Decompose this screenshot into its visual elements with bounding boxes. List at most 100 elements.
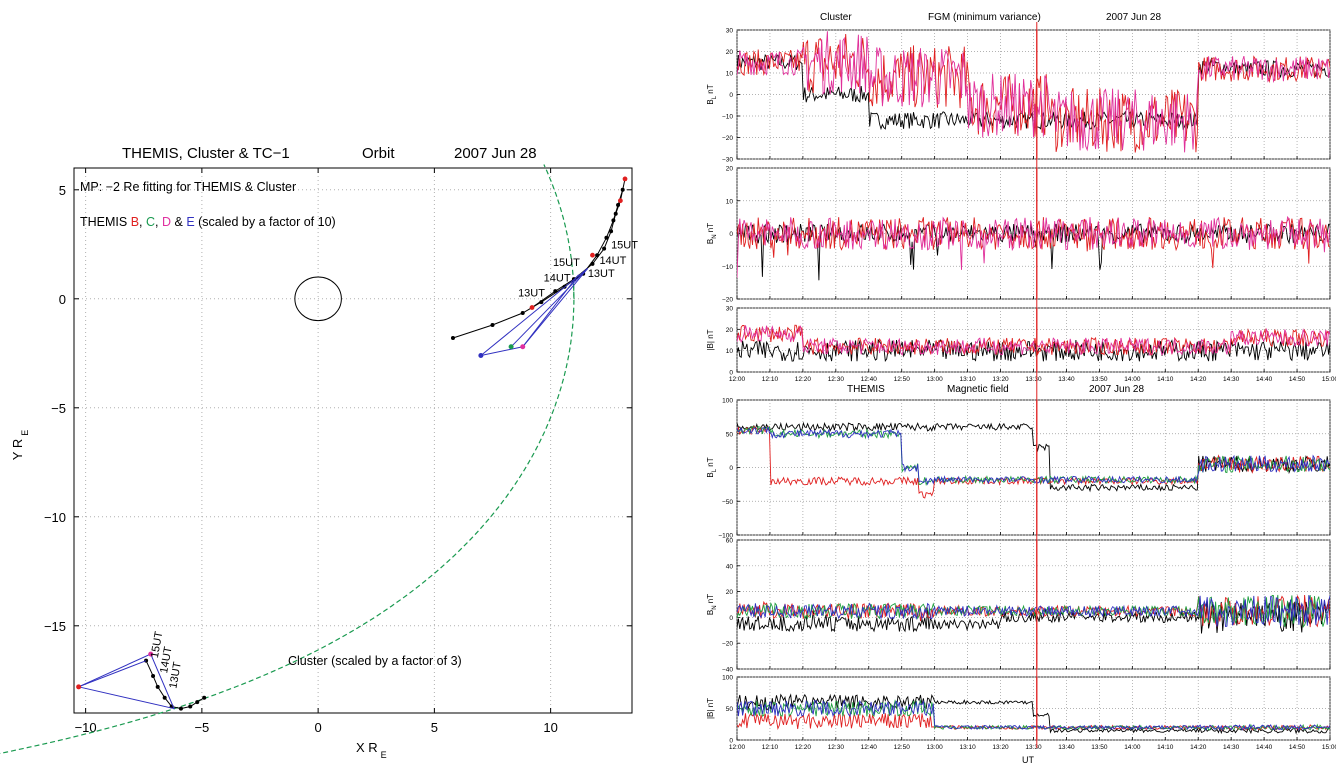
- themis-upper-track-point: [590, 261, 595, 266]
- cluster-bn-trace-0: [737, 222, 1330, 281]
- y-label-main: B: [706, 472, 715, 477]
- themis-bl-trace-3: [737, 426, 1330, 486]
- themis-time-label: 15UT: [611, 240, 638, 252]
- themis-btot-x-tick-label: 13:40: [1058, 744, 1075, 751]
- themis-time-label: 13UT: [588, 268, 615, 280]
- cluster-btot-x-tick-label: 13:30: [1025, 376, 1042, 383]
- y-label-sub: N: [712, 605, 718, 609]
- cluster-fgm-panel: Cluster FGM (minimum variance) 2007 Jun …: [820, 12, 1161, 23]
- themis-btot-x-tick-label: 13:10: [959, 744, 976, 751]
- themis-upper-track-point: [613, 211, 618, 216]
- themis-bl-trace-0: [737, 421, 1330, 493]
- themis-btot-x-tick-label: 12:10: [762, 744, 779, 751]
- themis-bn-y-tick-label: 0: [729, 615, 733, 622]
- themis-tetra-d: [522, 274, 579, 348]
- cluster-bl-y-tick-label: 20: [726, 49, 734, 56]
- cluster-track-point: [162, 695, 167, 700]
- cluster-tetra-edge: [78, 660, 147, 688]
- orbit-y-label-text: Y R: [10, 439, 25, 460]
- themis-bl-y-tick-label: −100: [718, 533, 733, 540]
- themis-track-point: [539, 300, 544, 305]
- themis-red-point: [590, 252, 595, 258]
- orbit-title-part-1: THEMIS, Cluster & TC−1: [122, 145, 290, 162]
- orbit-x-tick-label: 5: [431, 720, 438, 735]
- orbit-title-part-3: 2007 Jun 28: [454, 145, 537, 162]
- y-label-unit: nT: [706, 594, 715, 606]
- y-label-unit: nT: [706, 84, 715, 96]
- cluster-bn-y-axis-label: BN nT: [706, 223, 718, 244]
- themis-x-axis-label: UT: [1022, 755, 1034, 764]
- orbit-y-label-sub: E: [20, 430, 30, 436]
- themis-bn-y-tick-label: 60: [726, 538, 734, 545]
- cluster-title-part-2: FGM (minimum variance): [928, 12, 1041, 23]
- themis-title-part-2: Magnetic field: [947, 384, 1009, 395]
- themis-btot-trace-0: [737, 693, 1330, 735]
- themis-btot-x-tick-label: 12:50: [894, 744, 911, 751]
- cluster-btot-x-tick-label: 13:50: [1091, 376, 1108, 383]
- orbit-y-tick-label: 5: [59, 183, 66, 198]
- themis-bn-y-tick-label: −40: [722, 667, 733, 674]
- cluster-bn-y-tick-label: 20: [726, 166, 734, 173]
- cluster-btot-x-tick-label: 12:40: [861, 376, 878, 383]
- themis-red-point: [617, 198, 623, 204]
- y-label-unit: nT: [706, 457, 715, 469]
- cluster-btot-x-tick-label: 13:20: [992, 376, 1009, 383]
- cluster-bn-y-tick-label: −10: [722, 264, 733, 271]
- orbit-axes-box: [73, 167, 633, 714]
- themis-tetra-c: [510, 267, 589, 348]
- themis-probe-c-marker: [508, 344, 514, 350]
- themis-track-point: [520, 310, 525, 315]
- themis-title-part-3: 2007 Jun 28: [1089, 384, 1144, 395]
- themis-red-point: [529, 305, 535, 310]
- legend-prefix: THEMIS: [80, 215, 131, 229]
- cluster-btot-x-tick-label: 14:20: [1190, 376, 1207, 383]
- cluster-btot-trace-1: [737, 324, 1330, 356]
- y-label-sub: L: [712, 95, 718, 99]
- themis-btot-y-tick-label: 50: [726, 706, 734, 713]
- themis-bl-trace-2: [737, 425, 1330, 487]
- cluster-bl-trace-2: [737, 31, 1330, 153]
- themis-bn-y-axis-label: BN nT: [706, 594, 718, 615]
- orbit-x-label-sub: E: [381, 750, 387, 760]
- themis-btot-x-tick-label: 14:10: [1157, 744, 1174, 751]
- y-label-main: B: [706, 99, 715, 104]
- legend-sep-3: &: [171, 215, 186, 229]
- themis-bn-y-tick-label: 40: [726, 563, 734, 570]
- themis-time-label: 14UT: [544, 272, 571, 284]
- cluster-bl-y-tick-label: −30: [722, 157, 733, 164]
- themis-btot-x-tick-label: 12:30: [828, 744, 845, 751]
- themis-time-label: 15UT: [553, 257, 580, 269]
- themis-upper-track-point: [602, 246, 607, 251]
- orbit-y-tick-label: −10: [44, 510, 66, 525]
- themis-probe-e-marker: [478, 352, 484, 358]
- cluster-magenta-marker: [148, 651, 154, 657]
- themis-spacecraft-legend: THEMIS B, C, D & E (scaled by a factor o…: [80, 215, 336, 229]
- y-label-main: B: [706, 239, 715, 244]
- orbit-title-part-2: Orbit: [362, 145, 395, 162]
- legend-sep-1: ,: [139, 215, 146, 229]
- themis-btot-y-axis-label: |B| nT: [706, 698, 715, 719]
- cluster-track-point: [151, 673, 156, 678]
- themis-bn-trace-2: [737, 594, 1330, 628]
- cluster-bl-trace-1: [737, 33, 1330, 153]
- cluster-btot-y-tick-label: 10: [726, 348, 734, 355]
- cluster-bn-y-tick-label: 0: [729, 231, 733, 238]
- orbit-ticks: −10 −5 0 5 10 5 0 −5 −10 −15: [44, 168, 632, 735]
- themis-btot-x-tick-label: 13:50: [1091, 744, 1108, 751]
- orbit-y-tick-label: −15: [44, 619, 66, 634]
- cluster-track-point: [188, 704, 193, 709]
- cluster-btot-x-tick-label: 14:30: [1223, 376, 1240, 383]
- themis-btot-trace-3: [737, 699, 1330, 731]
- cluster-bl-y-tick-label: −10: [722, 114, 733, 121]
- themis-title-part-1: THEMIS: [847, 384, 885, 395]
- cluster-btot-x-tick-label: 12:00: [729, 376, 746, 383]
- themis-btot-x-tick-label: 12:20: [795, 744, 812, 751]
- cluster-track-point: [202, 695, 207, 700]
- orbit-plot: THEMIS, Cluster & TC−1 Orbit 2007 Jun 28…: [0, 145, 638, 760]
- cluster-tetra-outline: [78, 653, 175, 710]
- cluster-btot-x-tick-label: 12:10: [762, 376, 779, 383]
- orbit-x-tick-label: 10: [543, 720, 557, 735]
- cluster-bn-y-tick-label: −20: [722, 297, 733, 304]
- themis-bn-y-tick-label: 20: [726, 589, 734, 596]
